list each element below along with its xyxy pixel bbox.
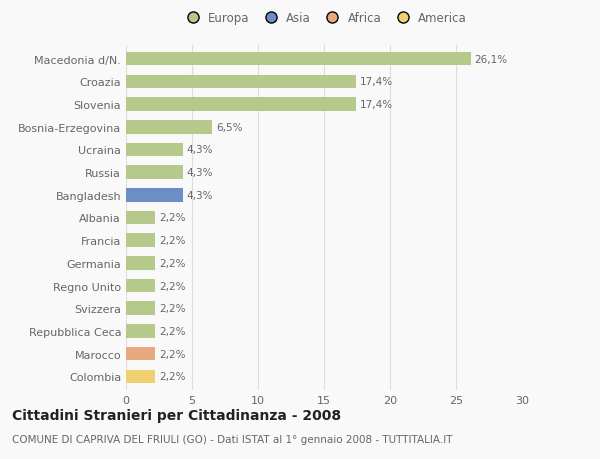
Text: 2,2%: 2,2%: [159, 258, 185, 269]
Bar: [126, 121, 212, 134]
Bar: [126, 234, 155, 247]
Text: 26,1%: 26,1%: [475, 55, 508, 64]
Bar: [126, 75, 356, 89]
Bar: [126, 98, 356, 112]
Bar: [126, 189, 183, 202]
Bar: [126, 279, 155, 293]
Text: 4,3%: 4,3%: [187, 168, 213, 178]
Bar: [126, 53, 470, 66]
Bar: [126, 257, 155, 270]
Text: 4,3%: 4,3%: [187, 145, 213, 155]
Text: 2,2%: 2,2%: [159, 326, 185, 336]
Text: 2,2%: 2,2%: [159, 235, 185, 246]
Text: 6,5%: 6,5%: [216, 123, 242, 133]
Bar: [126, 347, 155, 361]
Text: 4,3%: 4,3%: [187, 190, 213, 201]
Text: 2,2%: 2,2%: [159, 303, 185, 313]
Bar: [126, 325, 155, 338]
Text: 2,2%: 2,2%: [159, 349, 185, 359]
Text: 17,4%: 17,4%: [359, 100, 393, 110]
Bar: [126, 211, 155, 225]
Bar: [126, 302, 155, 315]
Text: COMUNE DI CAPRIVA DEL FRIULI (GO) - Dati ISTAT al 1° gennaio 2008 - TUTTITALIA.I: COMUNE DI CAPRIVA DEL FRIULI (GO) - Dati…: [12, 434, 452, 444]
Text: 17,4%: 17,4%: [359, 77, 393, 87]
Text: 2,2%: 2,2%: [159, 213, 185, 223]
Text: 2,2%: 2,2%: [159, 281, 185, 291]
Legend: Europa, Asia, Africa, America: Europa, Asia, Africa, America: [176, 7, 472, 29]
Bar: [126, 143, 183, 157]
Bar: [126, 166, 183, 179]
Bar: [126, 370, 155, 383]
Text: 2,2%: 2,2%: [159, 372, 185, 381]
Text: Cittadini Stranieri per Cittadinanza - 2008: Cittadini Stranieri per Cittadinanza - 2…: [12, 409, 341, 422]
